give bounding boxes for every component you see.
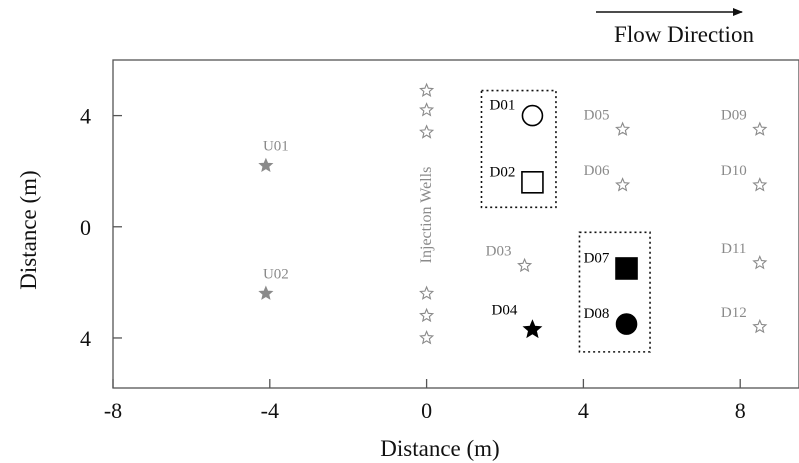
- well-marker-d01: [521, 104, 544, 127]
- well-label: D06: [584, 163, 610, 179]
- well-label: D07: [584, 250, 610, 266]
- injection-well-marker: [419, 285, 435, 300]
- monitoring-wells: U01 U02 D01 D02 D03 D04 D05 D06 D07 D08 D09 D10 D11 D…: [258, 98, 768, 339]
- well-u02: U02: [258, 266, 289, 300]
- y-tick-label: 4: [80, 104, 91, 129]
- injection-well-marker: [419, 330, 435, 345]
- grouping-boxes: [480, 89, 651, 353]
- injection-wells-label: Injection Wells: [418, 167, 435, 264]
- well-label: U02: [263, 266, 289, 282]
- injection-well-marker: [419, 82, 435, 97]
- well-d01: D01: [490, 98, 544, 127]
- well-d05: D05: [584, 107, 631, 136]
- injection-wells: [419, 82, 435, 345]
- well-marker-d02: [521, 171, 544, 194]
- well-label: D08: [584, 306, 610, 322]
- well-d04: D04: [492, 303, 543, 339]
- x-tick-label: 4: [578, 398, 589, 423]
- well-label: D03: [486, 244, 512, 260]
- well-d09: D09: [721, 107, 768, 136]
- well-marker-d07: [615, 257, 638, 280]
- x-axis-title: Distance (m): [380, 436, 499, 461]
- x-tick-label: 8: [735, 398, 746, 423]
- well-marker-d11: [752, 254, 768, 270]
- well-label: D02: [490, 164, 516, 180]
- box-d07-d08: [578, 231, 651, 353]
- injection-well-marker: [419, 102, 435, 117]
- injection-well-marker: [419, 124, 435, 139]
- well-marker-d06: [615, 177, 631, 192]
- well-d07: D07: [584, 250, 638, 280]
- well-label: D01: [490, 98, 516, 114]
- well-u01: U01: [258, 139, 289, 173]
- well-marker-u02: [258, 285, 274, 300]
- well-d12: D12: [721, 305, 768, 334]
- well-marker-d09: [752, 121, 768, 136]
- well-label: D11: [721, 241, 746, 257]
- well-marker-u01: [258, 157, 274, 173]
- well-d06: D06: [584, 163, 631, 192]
- well-marker-d08: [615, 313, 638, 335]
- y-axis-title: Distance (m): [16, 170, 41, 289]
- well-d03: D03: [486, 244, 533, 273]
- well-label: D04: [492, 303, 518, 319]
- well-d02: D02: [490, 164, 544, 194]
- well-marker-d05: [615, 121, 631, 136]
- well-label: D12: [721, 305, 747, 321]
- well-label: D05: [584, 107, 610, 123]
- axis-tick-labels: -8 -4 0 4 8 4 0 4: [80, 104, 746, 423]
- x-tick-label: -8: [104, 398, 122, 423]
- well-marker-d03: [517, 257, 533, 273]
- well-label: D10: [721, 163, 747, 179]
- x-tick-label: -4: [261, 398, 279, 423]
- well-d11: D11: [721, 241, 768, 270]
- plot-frame: [112, 59, 799, 389]
- well-marker-d04: [522, 319, 543, 339]
- well-label: U01: [263, 139, 289, 155]
- y-tick-label: 0: [80, 215, 91, 240]
- well-label: D09: [721, 107, 747, 123]
- y-tick-label: 4: [80, 326, 91, 351]
- well-marker-d12: [752, 318, 768, 334]
- injection-well-marker: [419, 307, 435, 323]
- flow-direction-label: Flow Direction: [614, 22, 754, 47]
- axis-ticks: [112, 114, 741, 388]
- well-d08: D08: [584, 306, 638, 335]
- well-marker-d10: [752, 177, 768, 192]
- well-d10: D10: [721, 163, 768, 192]
- x-tick-label: 0: [421, 398, 432, 423]
